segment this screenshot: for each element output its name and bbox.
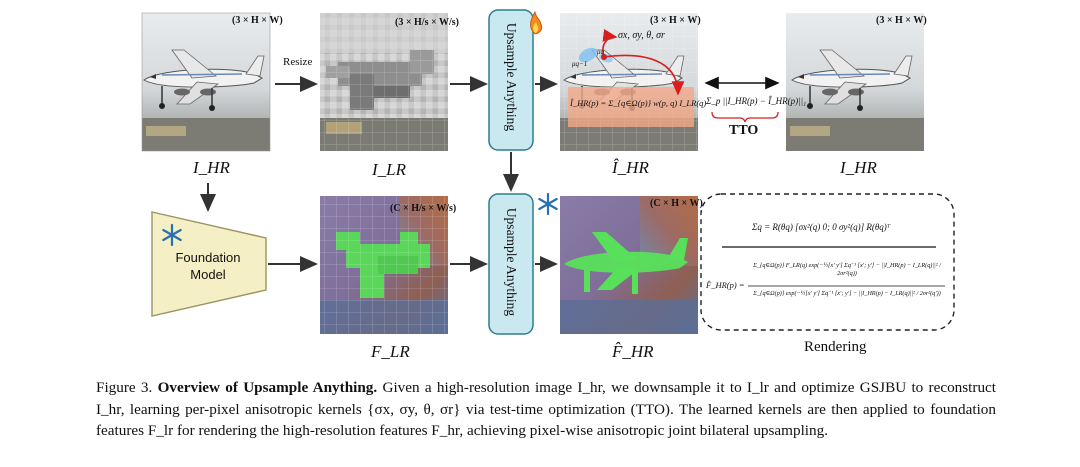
label-f-lr: F_LR bbox=[371, 342, 410, 361]
mu-q1-label: μq−1 bbox=[572, 60, 588, 68]
f-hr-lhs: F̂_HR(p) = bbox=[706, 280, 745, 290]
kernel-params-label: σx, σy, θ, σr bbox=[618, 30, 665, 41]
label-hat-f-hr: F̂_HR bbox=[612, 342, 654, 361]
input-hr-image bbox=[141, 12, 271, 152]
upsample-block-bottom bbox=[488, 193, 534, 335]
freeze-icon-bottom bbox=[538, 192, 558, 216]
upsample-bottom-label: Upsample Anything bbox=[504, 207, 519, 317]
resize-label: Resize bbox=[283, 56, 313, 68]
render-equation: Î_HR(p) = Σ_{q∈Ω(p)} w(p, q) I_LR(q) bbox=[570, 98, 707, 108]
label-i-hr-out: I_HR bbox=[840, 158, 877, 177]
tto-label: TTO bbox=[729, 123, 759, 138]
dim-lr: (3 × H/s × W/s) bbox=[395, 17, 459, 28]
f-hr-denominator: Σ_{q∈Ω(p)} exp(−½[x′ y′] Σq⁻¹ [x′; y′] −… bbox=[753, 290, 941, 297]
figure-diagram bbox=[141, 9, 955, 335]
foundation-label: Foundation Model bbox=[175, 250, 241, 282]
low-res-image bbox=[320, 13, 448, 151]
caption-title: Overview of Upsample Anything. bbox=[157, 379, 378, 396]
loss-equation: Σ_p ||I_HR(p) − Î_HR(p)||₁ bbox=[706, 96, 807, 106]
label-i-hr: I_HR bbox=[193, 158, 230, 177]
reconstructed-hr-image bbox=[560, 13, 698, 151]
f-hr-numerator: Σ_{q∈Ω(p)} F_LR(q) exp(−½[x′ y′] Σq⁻¹ [x… bbox=[753, 262, 941, 277]
low-res-feature-map bbox=[320, 196, 448, 334]
upsample-top-label: Upsample Anything bbox=[504, 22, 519, 132]
rendering-box bbox=[700, 193, 955, 331]
sigma-equation: Σq = R(θq) [σx²(q) 0; 0 σy²(q)] R(θq)ᵀ bbox=[752, 222, 891, 232]
dim-output-hr: (3 × H × W) bbox=[876, 15, 927, 26]
dim-input-hr: (3 × H × W) bbox=[232, 15, 283, 26]
upsample-block-top bbox=[488, 9, 534, 151]
figure-caption: Figure 3. Overview of Upsample Anything.… bbox=[96, 377, 996, 442]
high-res-feature-map bbox=[560, 196, 698, 334]
mu-q-label: μq bbox=[597, 48, 605, 56]
label-hat-i-hr: Î_HR bbox=[612, 158, 649, 177]
output-hr-image bbox=[786, 13, 924, 151]
dim-f-lr: (C × H/s × W/s) bbox=[390, 203, 457, 214]
label-rendering: Rendering bbox=[804, 339, 867, 355]
fire-icon bbox=[530, 10, 543, 35]
foundation-model-block bbox=[151, 211, 267, 317]
dim-hat-hr: (3 × H × W) bbox=[650, 15, 701, 26]
freeze-icon bbox=[162, 223, 182, 247]
dim-f-hr: (C × H × W) bbox=[650, 198, 703, 209]
caption-body: Given a high-resolution image I_hr, we d… bbox=[96, 379, 997, 439]
caption-label: Figure 3. bbox=[96, 379, 153, 396]
label-i-lr: I_LR bbox=[372, 160, 406, 179]
